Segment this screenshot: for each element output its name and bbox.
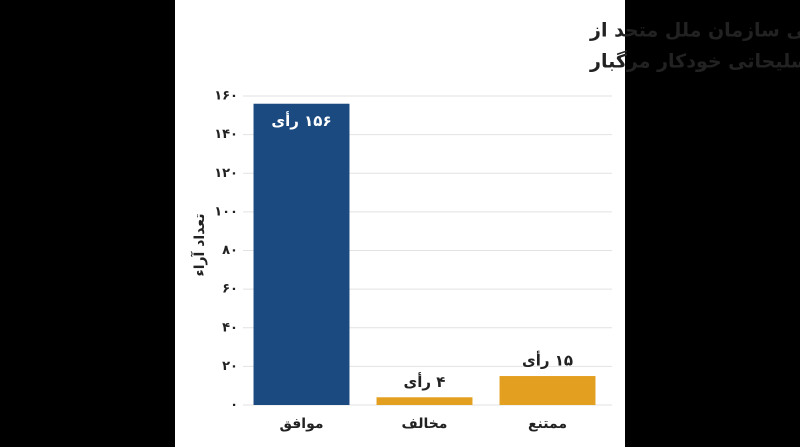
bar — [499, 376, 596, 405]
x-tick-label: موافق — [279, 416, 323, 432]
y-tick-label: ۰ — [230, 398, 238, 413]
value-label: ۴ رأی — [404, 372, 446, 391]
bar — [253, 103, 350, 405]
chart-title: قطعنامه سیستم‌های تسلیحاتی خودکار مرگبار — [589, 50, 800, 73]
y-axis-label: تعداد آراء — [190, 214, 208, 277]
y-tick-label: ۸۰ — [222, 243, 238, 258]
value-label: ۱۵ رأی — [522, 351, 573, 370]
y-tick-label: ۲۰ — [222, 359, 238, 374]
y-tick-label: ۴۰ — [222, 320, 238, 335]
y-tick-label: ۱۲۰ — [214, 166, 238, 181]
y-tick-label: ۱۶۰ — [214, 89, 238, 104]
x-tick-label: مخالف — [402, 416, 448, 432]
value-label: ۱۵۶ رأی — [271, 111, 331, 130]
chart-title: حمایت قاطع مجمع عمومی سازمان ملل متحد از — [589, 20, 800, 42]
y-tick-label: ۱۴۰ — [214, 127, 238, 142]
x-tick-label: ممتنع — [528, 416, 567, 432]
y-tick-label: ۱۰۰ — [214, 204, 238, 219]
panel — [175, 0, 625, 447]
y-tick-label: ۶۰ — [222, 282, 238, 297]
bar — [376, 397, 473, 405]
